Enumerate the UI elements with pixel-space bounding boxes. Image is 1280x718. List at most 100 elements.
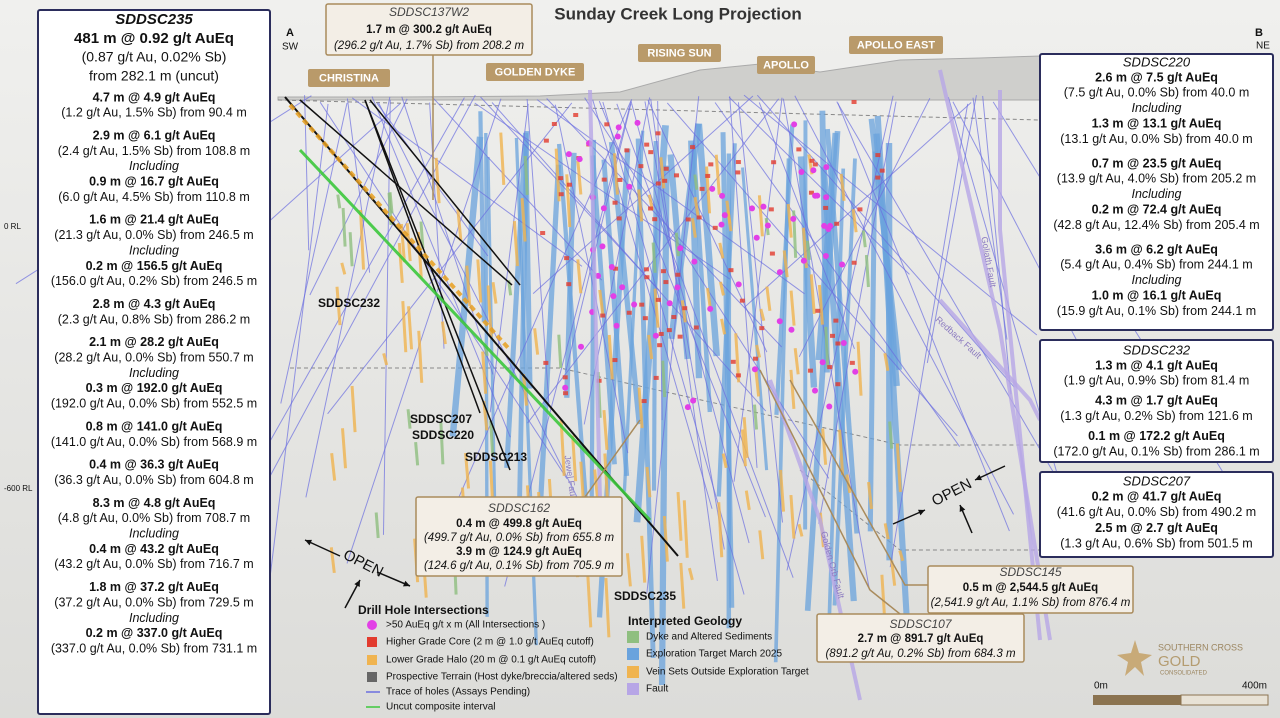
section-direction: NE (1256, 41, 1270, 52)
high-grade (796, 147, 802, 152)
callout-hole: SDDSC137W2 (389, 5, 469, 19)
callout-hole: SDDSC207 (1123, 473, 1191, 488)
result-line: (1.9 g/t Au, 0.9% Sb) from 81.4 m (1064, 373, 1250, 387)
prospect-tag (757, 56, 815, 74)
drill-trace (758, 102, 855, 350)
legend-item: >50 AuEq g/t x m (All Intersections ) (386, 620, 545, 631)
vein-set (851, 209, 858, 233)
uncut-interval (298, 148, 652, 522)
intersection (760, 203, 767, 210)
vein-set (742, 417, 749, 458)
hole-label: SDDSC232 (318, 296, 380, 310)
legend-swatch (367, 655, 377, 665)
intersection (751, 366, 758, 373)
vein-set (598, 289, 605, 314)
fault (938, 298, 1042, 421)
result-line: 0.2 m @ 41.7 g/t AuEq (1092, 489, 1222, 503)
drill-trace (592, 99, 713, 509)
vein-set (647, 334, 654, 360)
high-grade (652, 217, 658, 222)
result-line: (6.0 g/t Au, 4.5% Sb) from 110.8 m (58, 190, 250, 204)
labels: Sunday Creek Long Projection A SW B NE 0 RL -6… (4, 3, 1274, 715)
vein-set (719, 281, 725, 296)
vein-set (465, 265, 472, 307)
result-line: (13.9 g/t Au, 4.0% Sb) from 205.2 m (1057, 172, 1256, 186)
callout-box (816, 613, 1025, 663)
vein-set (491, 281, 498, 304)
vein-set (559, 420, 566, 476)
high-grade (807, 368, 813, 373)
intersection (690, 397, 697, 404)
vein-set (340, 262, 347, 275)
result-line: 8.3 m @ 4.8 g/t AuEq (93, 496, 216, 510)
intersection (562, 384, 569, 391)
vein-set (693, 196, 700, 217)
callout-hole: SDDSC220 (1123, 54, 1191, 69)
high-grade (655, 297, 661, 302)
legend-item: Trace of holes (Assays Pending) (386, 687, 530, 698)
scale-label: 400m (1242, 681, 1267, 692)
vein-set (659, 157, 666, 189)
rl-label: 0 RL (4, 222, 21, 231)
high-grade (562, 375, 568, 380)
intersection (852, 368, 859, 375)
legend-item: Lower Grade Halo (20 m @ 0.1 g/t AuEq cu… (386, 655, 596, 666)
high-grade (735, 160, 741, 165)
result-line: 2.8 m @ 4.3 g/t AuEq (93, 297, 216, 311)
result-line: (41.6 g/t Au, 0.0% Sb) from 490.2 m (1057, 505, 1256, 519)
fault (938, 69, 1052, 641)
intersection (634, 119, 641, 126)
intersection (721, 212, 728, 219)
result-line: 2.5 m @ 2.7 g/t AuEq (1095, 521, 1218, 535)
high-grade (827, 365, 833, 370)
intersection (614, 133, 621, 140)
high-grade (752, 356, 758, 361)
vein-set (554, 148, 561, 202)
result-line: 0.7 m @ 23.5 g/t AuEq (1092, 156, 1222, 170)
high-grade (566, 182, 572, 187)
vein-set (586, 574, 593, 628)
high-grade (655, 131, 661, 136)
vein-set (571, 435, 578, 482)
vein-set (637, 189, 644, 222)
callout-box (927, 565, 1134, 614)
intersection (615, 124, 622, 131)
drill-trace (489, 103, 529, 413)
high-grade (666, 328, 672, 333)
drill-hole (369, 99, 521, 286)
result-line: (43.2 g/t Au, 0.0% Sb) from 716.7 m (54, 557, 253, 571)
result-line: (192.0 g/t Au, 0.0% Sb) from 552.5 m (51, 397, 257, 411)
vein-set (720, 318, 727, 335)
intersection (790, 215, 797, 222)
result-line: (28.2 g/t Au, 0.0% Sb) from 550.7 m (54, 351, 253, 365)
section-art (15, 55, 1255, 701)
callout-box (415, 496, 623, 577)
drill-trace (630, 101, 750, 544)
intersection (791, 121, 798, 128)
drill-trace (440, 100, 632, 540)
result-line: 2.6 m @ 7.5 g/t AuEq (1095, 70, 1218, 84)
high-grade (834, 221, 840, 226)
result-line: 1.3 m @ 13.1 g/t AuEq (1092, 116, 1222, 130)
vein-set (786, 203, 793, 238)
high-grade (653, 375, 659, 380)
dyke (406, 409, 412, 429)
dyke (753, 404, 759, 430)
dyke (861, 230, 867, 248)
intersection (776, 269, 783, 276)
drill-trace (532, 95, 754, 294)
intersection (600, 205, 607, 212)
vein-set (789, 290, 796, 326)
result-line: (1.2 g/t Au, 1.5% Sb) from 90.4 m (61, 106, 247, 120)
high-grade (648, 206, 654, 211)
high-grade (638, 164, 644, 169)
high-grade (735, 170, 741, 175)
vein-set (758, 530, 765, 560)
vein-set (789, 494, 796, 539)
result-line: (499.7 g/t Au, 0.0% Sb) from 655.8 m (424, 532, 614, 544)
intersection (839, 261, 846, 268)
vein-set (330, 452, 337, 481)
section-letter: B (1255, 27, 1263, 39)
vein-set (680, 300, 687, 323)
vein-set (765, 286, 772, 312)
